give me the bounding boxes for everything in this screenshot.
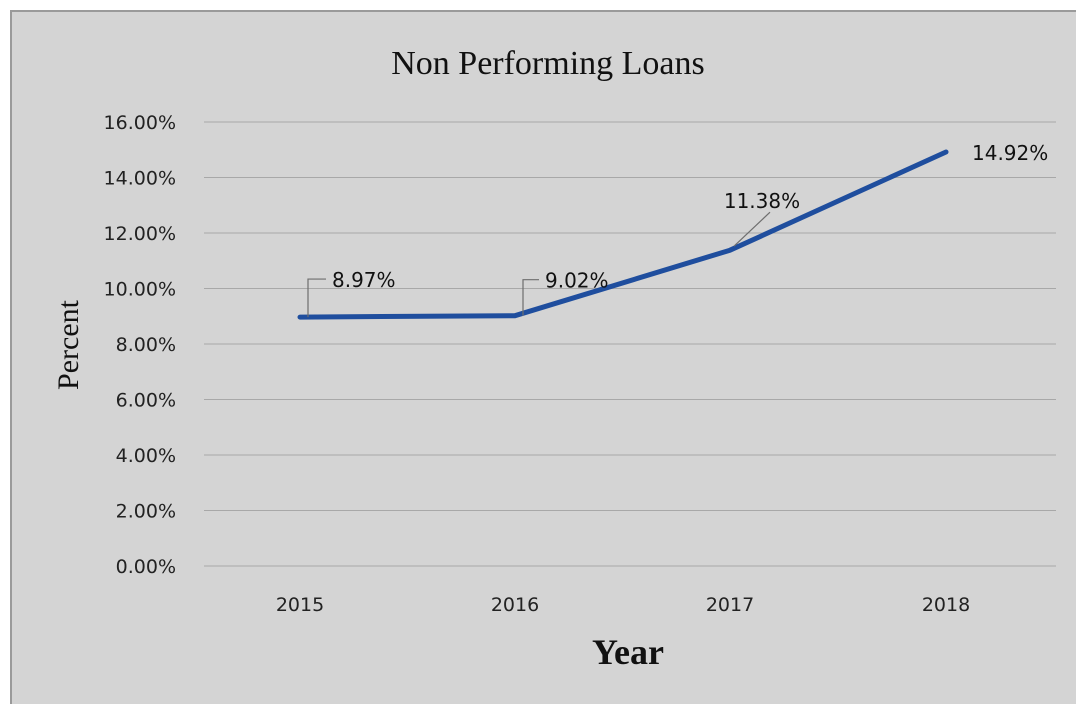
y-tick-label: 14.00% <box>104 168 176 190</box>
chart-title: Non Performing Loans <box>391 45 705 82</box>
data-label: 11.38% <box>724 189 800 213</box>
gridlines <box>204 121 1056 567</box>
series-line <box>297 149 949 320</box>
x-tick-label: 2016 <box>491 594 539 616</box>
chart-area <box>10 10 1076 704</box>
data-label: 9.02% <box>545 269 609 293</box>
series-group <box>297 149 949 320</box>
y-axis-ticks: 0.00% 2.00% 4.00% 6.00% 8.00% 10.00% 12.00% 14.… <box>104 112 176 578</box>
x-tick-label: 2017 <box>706 594 754 616</box>
x-tick-label: 2015 <box>276 594 324 616</box>
x-axis-ticks: 2015 2016 2017 2018 <box>276 594 970 616</box>
data-label-leader <box>522 279 539 316</box>
data-label-leader <box>733 211 771 247</box>
y-tick-label: 6.00% <box>116 390 176 412</box>
x-axis-title: Year <box>592 632 664 672</box>
data-label: 8.97% <box>332 268 396 292</box>
y-tick-label: 10.00% <box>104 279 176 301</box>
y-tick-label: 2.00% <box>116 501 176 523</box>
y-tick-label: 8.00% <box>116 334 176 356</box>
y-tick-label: 16.00% <box>104 112 176 134</box>
data-label: 14.92% <box>972 141 1048 165</box>
data-label-leader <box>307 278 326 318</box>
y-tick-label: 0.00% <box>116 556 176 578</box>
y-tick-label: 4.00% <box>116 445 176 467</box>
y-axis-title: Percent <box>52 299 85 390</box>
x-tick-label: 2018 <box>922 594 970 616</box>
data-labels: 8.97% 9.02% 11.38% 14.92% <box>307 141 1048 318</box>
y-tick-label: 12.00% <box>104 223 176 245</box>
